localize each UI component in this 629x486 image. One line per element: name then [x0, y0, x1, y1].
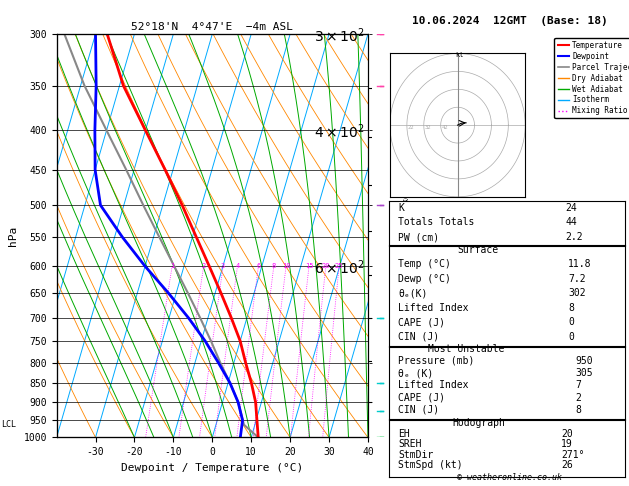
Text: CAPE (J): CAPE (J) [398, 393, 445, 402]
Text: Totals Totals: Totals Totals [398, 217, 474, 227]
Text: 15: 15 [305, 263, 313, 269]
Text: 8: 8 [568, 303, 574, 312]
Text: 10: 10 [282, 263, 291, 269]
Text: 305: 305 [575, 368, 593, 378]
Text: 19: 19 [561, 439, 572, 450]
Text: 7: 7 [575, 381, 581, 390]
Text: 2.2: 2.2 [565, 232, 583, 242]
Text: Temp (°C): Temp (°C) [398, 260, 451, 269]
Text: 42: 42 [442, 125, 448, 130]
Text: 11.8: 11.8 [568, 260, 591, 269]
Text: StmSpd (kt): StmSpd (kt) [398, 460, 463, 470]
Text: CIN (J): CIN (J) [398, 331, 439, 342]
Text: 6: 6 [256, 263, 260, 269]
Text: 24: 24 [565, 203, 577, 212]
Text: EH: EH [398, 429, 410, 439]
Text: 22: 22 [408, 125, 415, 130]
Text: 2: 2 [575, 393, 581, 402]
Text: θₑ(K): θₑ(K) [398, 288, 428, 298]
Text: 0: 0 [568, 317, 574, 327]
Text: 20: 20 [321, 263, 330, 269]
Text: Surface: Surface [458, 245, 499, 255]
Text: 3: 3 [221, 263, 225, 269]
Text: 302: 302 [568, 288, 586, 298]
Text: 271°: 271° [561, 450, 584, 460]
Text: 4: 4 [235, 263, 240, 269]
Y-axis label: Mixing Ratio (g/kg): Mixing Ratio (g/kg) [403, 188, 411, 283]
Text: 1: 1 [170, 263, 174, 269]
Text: Lifted Index: Lifted Index [398, 381, 469, 390]
Text: © weatheronline.co.uk: © weatheronline.co.uk [457, 473, 562, 482]
Legend: Temperature, Dewpoint, Parcel Trajectory, Dry Adiabat, Wet Adiabat, Isotherm, Mi: Temperature, Dewpoint, Parcel Trajectory… [554, 38, 629, 119]
Text: 20: 20 [561, 429, 572, 439]
Text: K: K [398, 203, 404, 212]
Y-axis label: hPa: hPa [8, 226, 18, 246]
Text: Most Unstable: Most Unstable [428, 345, 504, 354]
Text: StmDir: StmDir [398, 450, 433, 460]
Text: PW (cm): PW (cm) [398, 232, 439, 242]
Text: 0: 0 [568, 331, 574, 342]
Text: Hodograph: Hodograph [452, 417, 505, 428]
Text: 32: 32 [425, 125, 431, 130]
Title: 52°18'N  4°47'E  −4m ASL: 52°18'N 4°47'E −4m ASL [131, 22, 293, 32]
Text: 7.2: 7.2 [568, 274, 586, 284]
Text: LCL: LCL [1, 420, 16, 429]
Text: 8: 8 [272, 263, 276, 269]
Text: 10.06.2024  12GMT  (Base: 18): 10.06.2024 12GMT (Base: 18) [411, 16, 608, 26]
Text: CIN (J): CIN (J) [398, 405, 439, 415]
Text: θₑ (K): θₑ (K) [398, 368, 433, 378]
Text: kt: kt [455, 52, 464, 58]
Text: Pressure (mb): Pressure (mb) [398, 356, 474, 366]
Text: 25: 25 [335, 263, 343, 269]
Text: 950: 950 [575, 356, 593, 366]
Text: Lifted Index: Lifted Index [398, 303, 469, 312]
Y-axis label: km
ASL: km ASL [394, 226, 409, 245]
Text: 44: 44 [565, 217, 577, 227]
Text: SREH: SREH [398, 439, 421, 450]
X-axis label: Dewpoint / Temperature (°C): Dewpoint / Temperature (°C) [121, 463, 303, 473]
Text: 2: 2 [201, 263, 206, 269]
Text: 8: 8 [575, 405, 581, 415]
Text: CAPE (J): CAPE (J) [398, 317, 445, 327]
Text: Dewp (°C): Dewp (°C) [398, 274, 451, 284]
Text: 26: 26 [561, 460, 572, 470]
